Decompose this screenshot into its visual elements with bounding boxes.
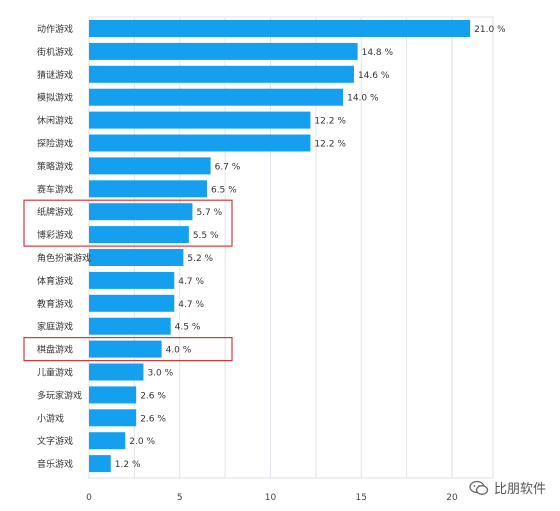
bar <box>89 340 162 358</box>
value-label: 3.0 % <box>147 369 173 379</box>
bar <box>89 271 175 289</box>
category-label: 动作游戏 <box>37 23 73 35</box>
category-label: 探险游戏 <box>37 138 73 150</box>
bar <box>89 134 311 152</box>
value-label: 5.7 % <box>196 208 222 218</box>
wechat-icon <box>469 480 489 495</box>
category-label: 休闲游戏 <box>37 115 73 127</box>
value-label: 6.7 % <box>215 162 241 172</box>
value-label: 2.0 % <box>129 437 155 447</box>
value-label: 14.8 % <box>362 48 394 58</box>
bar <box>89 455 111 473</box>
value-label: 21.0 % <box>474 25 506 35</box>
value-label: 4.5 % <box>175 323 201 333</box>
highlight-box <box>23 199 233 247</box>
x-tick-label: 5 <box>177 493 183 503</box>
plot-frame <box>88 16 494 479</box>
bar <box>89 111 311 129</box>
x-tick-label: 20 <box>446 493 458 503</box>
value-label: 4.0 % <box>166 346 192 356</box>
category-label: 多玩家游戏 <box>37 389 82 401</box>
bar <box>89 88 344 106</box>
category-label: 文字游戏 <box>37 435 73 447</box>
value-label: 1.2 % <box>115 460 141 470</box>
category-label: 赛车游戏 <box>37 183 73 195</box>
category-label: 体育游戏 <box>37 275 73 287</box>
value-label: 4.7 % <box>178 300 204 310</box>
watermark: 比朋软件 <box>469 478 546 497</box>
bar <box>89 65 354 83</box>
bar <box>89 409 137 427</box>
value-label: 4.7 % <box>178 277 204 287</box>
category-label: 博彩游戏 <box>37 229 73 241</box>
category-label: 模拟游戏 <box>37 92 73 104</box>
bar <box>89 42 358 60</box>
value-label: 14.0 % <box>347 94 379 104</box>
category-label: 棋盘游戏 <box>37 344 73 356</box>
value-label: 2.6 % <box>140 391 166 401</box>
bar <box>89 386 137 404</box>
bar <box>89 432 126 450</box>
bar <box>89 203 193 221</box>
bar <box>89 20 471 37</box>
bar <box>89 226 189 244</box>
highlight-box <box>23 337 233 362</box>
category-label: 家庭游戏 <box>37 321 73 333</box>
category-label: 音乐游戏 <box>37 458 73 470</box>
bar <box>89 157 211 175</box>
bar <box>89 180 207 198</box>
category-label: 猜谜游戏 <box>37 69 73 81</box>
value-label: 5.5 % <box>193 231 219 241</box>
bar <box>89 363 144 381</box>
category-label: 儿童游戏 <box>37 367 73 379</box>
category-label: 教育游戏 <box>37 298 73 310</box>
x-tick-label: 15 <box>356 493 367 503</box>
category-label: 角色扮演游戏 <box>37 252 91 264</box>
bar <box>89 317 171 335</box>
value-label: 14.6 % <box>358 71 390 81</box>
value-label: 2.6 % <box>140 414 166 424</box>
bar <box>89 249 184 266</box>
bar <box>89 294 175 312</box>
category-label: 策略游戏 <box>37 160 73 172</box>
category-label: 纸牌游戏 <box>37 206 73 218</box>
x-tick-label: 10 <box>265 493 277 503</box>
value-label: 12.2 % <box>314 117 346 127</box>
x-tick-label: 0 <box>86 493 92 503</box>
category-label: 小游戏 <box>37 412 64 424</box>
value-label: 5.2 % <box>187 254 213 264</box>
category-label: 街机游戏 <box>37 46 73 58</box>
value-label: 12.2 % <box>314 140 346 150</box>
value-label: 6.5 % <box>211 185 237 195</box>
watermark-text: 比朋软件 <box>493 482 546 497</box>
